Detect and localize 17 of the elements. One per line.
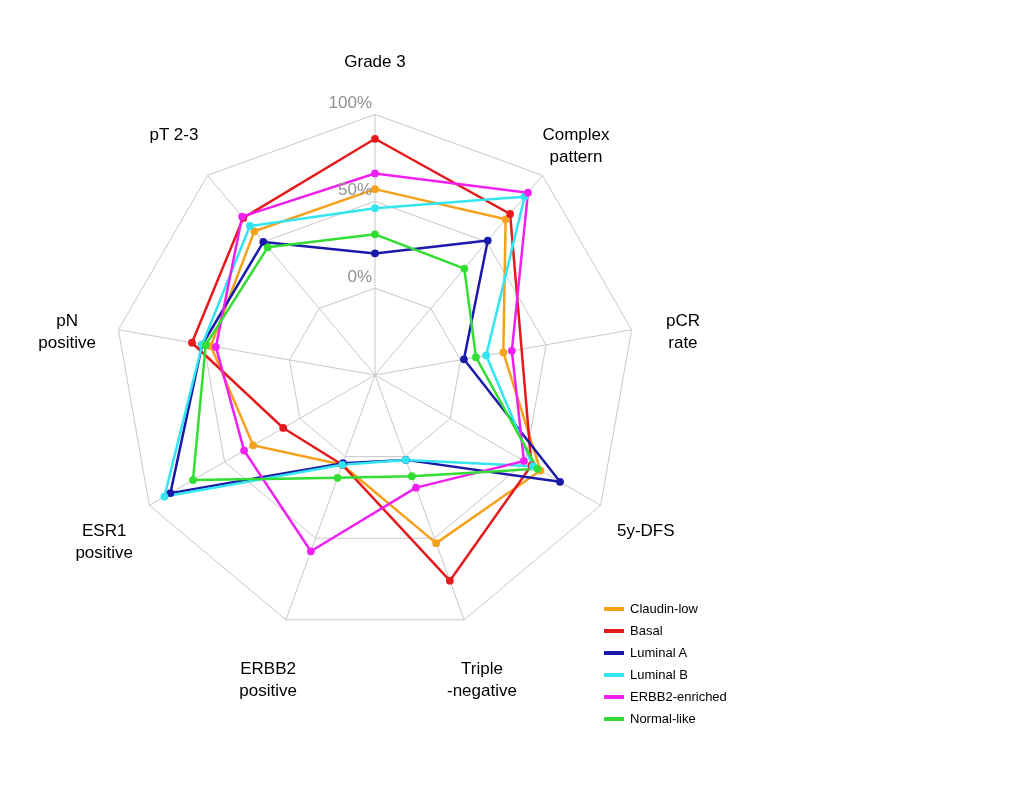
legend-label: Normal-like <box>630 711 696 726</box>
legend-label: Basal <box>630 623 663 638</box>
spoke-label: pN positive <box>38 310 96 352</box>
spoke-label: Triple -negative <box>446 658 517 700</box>
legend-label: ERBB2-enriched <box>630 689 727 704</box>
spoke-label: Complex pattern <box>542 125 611 167</box>
spoke-label: Grade 3 <box>344 52 406 72</box>
spoke-label: 5y-DFS <box>616 521 675 541</box>
spoke-label: ESR1 positive <box>75 521 134 563</box>
spoke-label: pT 2-3 <box>149 125 199 145</box>
legend-label: Luminal A <box>630 645 688 660</box>
spoke-label: ERBB2 positive <box>239 658 297 700</box>
legend-label: Claudin-low <box>630 601 699 616</box>
spoke-label: pCR rate <box>665 310 700 352</box>
legend-label: Luminal B <box>630 667 688 682</box>
y-tick-label: 100% <box>328 93 372 113</box>
y-tick-label: 0% <box>347 267 372 287</box>
